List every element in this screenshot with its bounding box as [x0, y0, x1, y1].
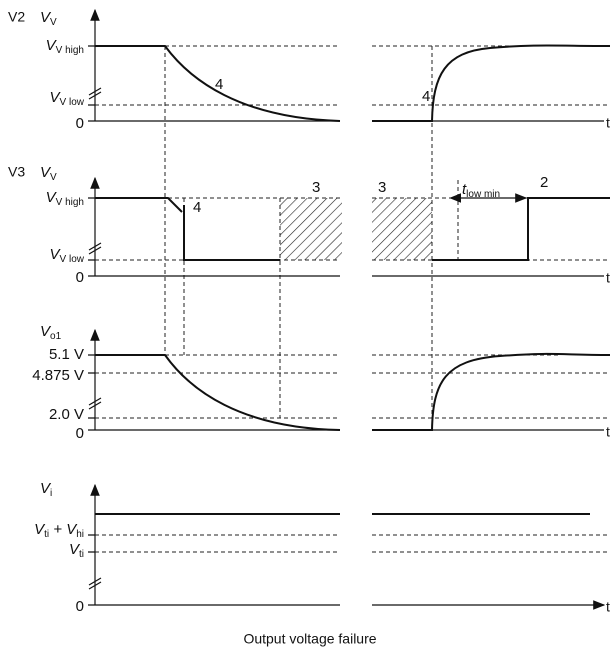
level-label: Vti: [69, 541, 84, 560]
level-label: VV high: [46, 37, 84, 56]
symbol: V: [40, 323, 52, 340]
subscript: ti: [44, 529, 49, 540]
symbol: V: [50, 246, 62, 263]
subscript: low min: [466, 189, 500, 200]
symbol: 0: [76, 425, 84, 442]
level-label: 2.0 V: [49, 406, 84, 423]
subscript: V: [50, 172, 57, 183]
symbol: 2: [540, 174, 548, 191]
subscript: ti: [79, 549, 84, 560]
annotation: tlow min: [462, 181, 500, 200]
axis-label: Vo1: [40, 323, 62, 342]
symbol: V: [46, 189, 58, 206]
level-label: 0: [76, 598, 84, 615]
symbol: V: [40, 480, 52, 497]
symbol: V: [34, 521, 46, 538]
level-label: Vti + Vhi: [34, 521, 84, 540]
subscript: V: [50, 17, 57, 28]
level-label: 4.875 V: [32, 367, 84, 384]
subscript: o1: [50, 331, 62, 342]
guides: [95, 45, 610, 553]
symbol: 0: [76, 115, 84, 132]
subscript: i: [50, 488, 52, 499]
symbol: 0: [76, 598, 84, 615]
symbol: 5.1 V: [49, 346, 84, 363]
symbol: 2.0 V: [49, 406, 84, 423]
symbol: V: [40, 164, 52, 181]
subscript: V high: [56, 197, 84, 208]
level-label: 0: [76, 115, 84, 132]
level-label: 0: [76, 425, 84, 442]
subscript: V high: [56, 45, 84, 56]
symbol: V: [46, 37, 58, 54]
level-label: 5.1 V: [49, 346, 84, 363]
panel-name: V2: [8, 9, 25, 25]
symbol: 0: [76, 269, 84, 286]
symbol: 3: [312, 179, 320, 196]
signals: [95, 44, 611, 515]
symbol: V: [50, 89, 62, 106]
annotation: 3: [378, 179, 386, 196]
time-label: t: [606, 599, 610, 615]
symbol: 4: [215, 76, 223, 93]
symbol: t: [462, 181, 467, 198]
symbol: + V: [49, 521, 78, 538]
level-label: VV high: [46, 189, 84, 208]
annotation: 3: [312, 179, 320, 196]
subscript: hi: [76, 529, 84, 540]
axes: [88, 8, 604, 605]
subscript: V low: [60, 254, 85, 265]
level-label: VV low: [50, 89, 85, 108]
hatching: [280, 198, 432, 260]
time-label: t: [606, 424, 610, 440]
panel-name: V3: [8, 164, 25, 180]
symbol: 4.875 V: [32, 367, 84, 384]
annotation: 4: [422, 88, 430, 105]
caption: Output voltage failure: [243, 631, 376, 647]
annotation: 4: [215, 76, 223, 93]
time-label: t: [606, 270, 610, 286]
annotation: 4: [193, 199, 201, 216]
symbol: V: [40, 9, 52, 26]
time-label: t: [606, 115, 610, 131]
level-label: 0: [76, 269, 84, 286]
annotation: 2: [540, 174, 548, 191]
axis-label: Vi: [40, 480, 52, 499]
axis-label: VV: [40, 9, 57, 28]
symbol: 4: [193, 199, 201, 216]
subscript: V low: [60, 97, 85, 108]
symbol: 4: [422, 88, 430, 105]
symbol: 3: [378, 179, 386, 196]
symbol: V: [69, 541, 81, 558]
level-label: VV low: [50, 246, 85, 265]
axis-label: VV: [40, 164, 57, 183]
